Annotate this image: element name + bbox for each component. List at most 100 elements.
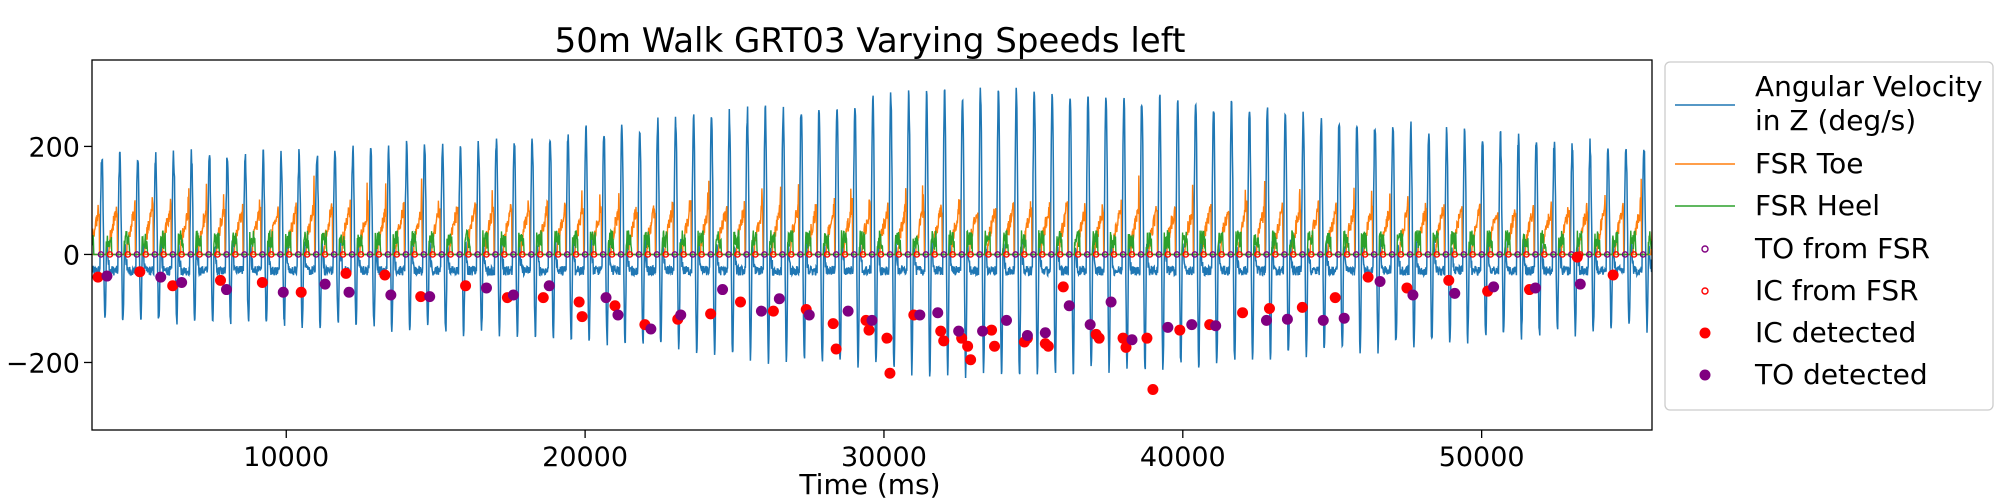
to-fsr-point bbox=[438, 251, 445, 258]
ic-fsr-point bbox=[895, 251, 903, 258]
ic-detected-point bbox=[735, 296, 747, 308]
to-fsr-point bbox=[814, 251, 822, 258]
ic-fsr-point bbox=[841, 251, 849, 258]
x-tick-label: 40000 bbox=[1140, 442, 1226, 473]
to-fsr-point bbox=[1334, 251, 1342, 258]
to-fsr-point bbox=[276, 251, 284, 258]
to-fsr-point bbox=[1388, 251, 1396, 258]
ic-detected-point bbox=[537, 292, 549, 304]
legend-to-detected-label: TO detected bbox=[1754, 358, 1928, 391]
to-detected-point bbox=[755, 305, 767, 317]
ic-fsr-point bbox=[1541, 251, 1548, 258]
to-fsr-point bbox=[1352, 251, 1360, 258]
to-fsr-point bbox=[1424, 251, 1432, 258]
ic-fsr-point bbox=[1074, 251, 1082, 258]
ic-detected-point bbox=[340, 267, 352, 279]
ic-detected-point bbox=[379, 269, 391, 281]
ic-fsr-point bbox=[985, 251, 992, 258]
y-tick-label: 200 bbox=[28, 132, 80, 163]
to-fsr-point bbox=[1478, 251, 1485, 258]
to-fsr-point bbox=[348, 251, 356, 258]
ic-fsr-point bbox=[1290, 251, 1297, 258]
ic-fsr-point bbox=[931, 251, 939, 258]
ic-detected-point bbox=[576, 311, 588, 323]
ic-fsr-point bbox=[967, 251, 974, 258]
ic-fsr-point bbox=[788, 251, 795, 258]
to-fsr-point bbox=[366, 251, 374, 258]
ic-fsr-point bbox=[1361, 251, 1369, 258]
to-detected-point bbox=[1210, 320, 1222, 332]
x-tick-label: 10000 bbox=[243, 442, 329, 473]
ic-fsr-point bbox=[1505, 251, 1512, 258]
chart-title: 50m Walk GRT03 Varying Speeds left bbox=[555, 21, 1186, 61]
to-fsr-point bbox=[1245, 251, 1252, 258]
ic-fsr-point bbox=[644, 251, 652, 258]
ic-fsr-point bbox=[680, 251, 688, 258]
ic-fsr-point bbox=[501, 251, 508, 258]
to-detected-point bbox=[675, 309, 687, 321]
ic-detected-point bbox=[705, 308, 717, 320]
legend-box bbox=[1664, 61, 1994, 411]
ic-fsr-point bbox=[1092, 251, 1100, 258]
ic-fsr-point bbox=[1110, 251, 1118, 258]
to-fsr-point bbox=[1514, 251, 1521, 258]
to-detected-point bbox=[803, 309, 815, 321]
to-fsr-point bbox=[832, 251, 840, 258]
series-fsr-heel-line bbox=[92, 228, 1652, 256]
ic-detected-point bbox=[460, 280, 472, 292]
to-detected-point bbox=[914, 309, 926, 321]
ic-fsr-point bbox=[554, 251, 562, 258]
ic-fsr-point bbox=[1146, 251, 1154, 258]
to-fsr-point bbox=[940, 251, 948, 258]
to-fsr-point bbox=[259, 251, 266, 258]
to-detected-point bbox=[220, 284, 232, 296]
ic-fsr-point bbox=[805, 251, 813, 258]
ic-detected-point bbox=[884, 367, 896, 379]
to-detected-point bbox=[277, 286, 289, 298]
to-detected-point bbox=[1338, 312, 1350, 324]
ic-detected-point bbox=[609, 300, 621, 312]
x-axis-label: Time (ms) bbox=[798, 468, 940, 500]
ic-fsr-point bbox=[1630, 251, 1638, 258]
ic-fsr-point bbox=[572, 251, 580, 258]
to-fsr-point bbox=[1442, 251, 1450, 258]
to-fsr-point bbox=[330, 251, 338, 258]
ic-detected-point bbox=[1329, 292, 1341, 304]
ic-fsr-point bbox=[877, 251, 885, 258]
ic-detected-point bbox=[1147, 383, 1159, 395]
ic-fsr-point bbox=[1164, 251, 1172, 258]
to-fsr-point bbox=[922, 251, 930, 258]
to-fsr-point bbox=[1299, 251, 1306, 258]
ic-detected-point bbox=[965, 354, 977, 366]
to-fsr-point bbox=[796, 251, 804, 258]
ic-fsr-point bbox=[196, 251, 203, 258]
to-fsr-point bbox=[994, 251, 1001, 258]
ic-detected-point bbox=[767, 305, 779, 317]
to-detected-point bbox=[1186, 319, 1198, 331]
ic-fsr-point bbox=[1325, 251, 1333, 258]
ic-fsr-point bbox=[178, 251, 185, 258]
to-detected-point bbox=[1574, 278, 1586, 290]
to-fsr-point bbox=[223, 251, 230, 258]
ic-detected-point bbox=[1141, 332, 1153, 344]
to-detected-point bbox=[1021, 329, 1033, 341]
to-fsr-point bbox=[1496, 251, 1503, 258]
ic-fsr-point bbox=[752, 251, 759, 258]
ic-fsr-point bbox=[823, 251, 831, 258]
to-fsr-point bbox=[169, 251, 176, 258]
to-detected-point bbox=[1449, 287, 1461, 299]
legend-ic-detected-swatch bbox=[1699, 327, 1711, 339]
ic-detected-point bbox=[415, 291, 427, 303]
legend-angular-velocity-label: Angular Velocity bbox=[1755, 70, 1983, 103]
to-detected-point bbox=[866, 314, 878, 326]
to-fsr-point bbox=[976, 251, 983, 258]
ic-detected-point bbox=[1296, 301, 1308, 313]
to-fsr-point bbox=[1263, 251, 1270, 258]
ic-fsr-point bbox=[913, 251, 921, 258]
to-detected-point bbox=[1084, 319, 1096, 331]
to-fsr-point bbox=[1209, 251, 1216, 258]
y-tick-label: 0 bbox=[63, 240, 80, 271]
legend-fsr-toe-label: FSR Toe bbox=[1755, 147, 1863, 180]
to-fsr-point bbox=[886, 251, 894, 258]
to-detected-point bbox=[1317, 314, 1329, 326]
